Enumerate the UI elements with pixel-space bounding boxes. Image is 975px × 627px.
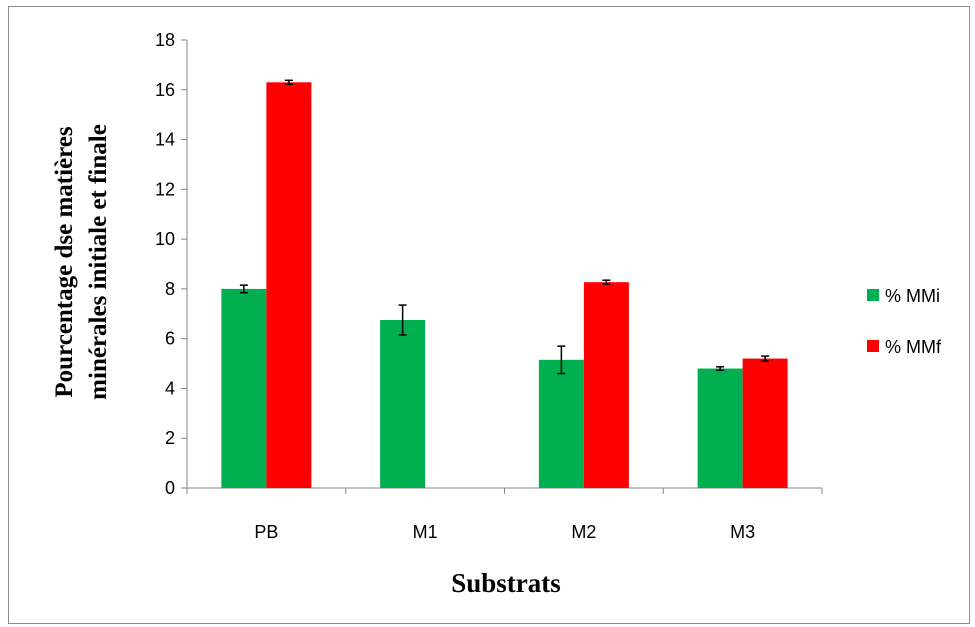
y-tick-label: 10 (155, 229, 175, 249)
y-tick-label: 2 (165, 428, 175, 448)
x-tick-label: M2 (571, 522, 596, 542)
chart-frame (8, 6, 970, 624)
legend: % MMi % MMf (867, 286, 942, 357)
y-tick-label: 6 (165, 329, 175, 349)
y-tick-label: 0 (165, 478, 175, 498)
legend-label-mmi: % MMi (885, 286, 940, 306)
y-axis-title-line1: Pourcentage dse matières (51, 126, 78, 397)
y-tick-label: 12 (155, 179, 175, 199)
legend-swatch-mmf (867, 340, 879, 352)
y-tick-label: 8 (165, 279, 175, 299)
x-tick-label: M3 (730, 522, 755, 542)
legend-label-mmf: % MMf (885, 337, 942, 357)
x-tick-label: M1 (413, 522, 438, 542)
y-tick-label: 4 (165, 378, 175, 398)
x-axis: PB M1 M2 M3 (186, 487, 823, 542)
bar-mmi (538, 359, 584, 488)
x-tick-label: PB (254, 522, 278, 542)
error-bars (239, 79, 770, 375)
y-axis: 0 2 4 6 8 10 12 14 16 18 (155, 30, 188, 498)
y-tick-label: 18 (155, 30, 175, 50)
y-axis-title-line2: minérales initiale et finale (85, 124, 112, 400)
y-tick-label: 16 (155, 80, 175, 100)
bars (221, 82, 788, 489)
bar-mmf (583, 282, 629, 488)
bar-mmf (266, 82, 312, 489)
bar-mmi (380, 320, 426, 488)
bar-mmi (221, 288, 267, 488)
bar-mmi (697, 368, 743, 488)
y-tick-label: 14 (155, 130, 175, 150)
x-axis-title: Substrats (451, 568, 561, 598)
legend-swatch-mmi (867, 289, 879, 301)
bar-mmf (742, 358, 788, 488)
